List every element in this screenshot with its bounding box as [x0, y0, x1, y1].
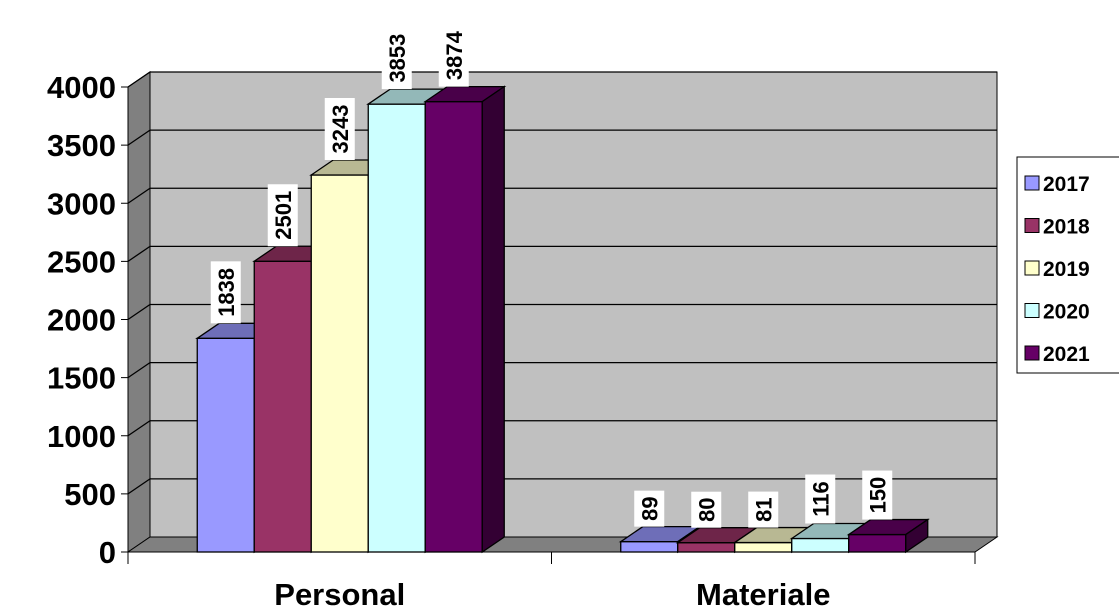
- data-label-text: 150: [865, 477, 890, 514]
- data-label: 3243: [324, 98, 355, 161]
- x-tick-label: Materiale: [696, 577, 830, 611]
- legend-label: 2021: [1043, 343, 1090, 366]
- data-label-text: 89: [637, 496, 662, 520]
- y-tick-label: 2000: [47, 303, 116, 338]
- gridline: [127, 71, 997, 88]
- data-label-box: [267, 184, 298, 247]
- bar: [423, 85, 507, 554]
- y-tick-label: 1000: [47, 419, 116, 454]
- bar: [846, 518, 930, 554]
- data-label-text: 2501: [271, 191, 296, 240]
- bar-front: [620, 541, 679, 553]
- data-label-text: 3853: [385, 34, 410, 83]
- bar-front: [196, 337, 255, 553]
- data-label: 3874: [438, 24, 469, 87]
- gridlines: [127, 71, 997, 495]
- gridline: [127, 303, 997, 321]
- axes: 0 500 1000 1500 2000 2500 3000 3500 4000 Personal…: [47, 70, 976, 611]
- bar-front: [791, 537, 850, 553]
- legend-swatch: [1024, 260, 1040, 276]
- legend-swatch: [1024, 345, 1040, 361]
- data-label-box: [748, 491, 779, 528]
- gridline: [127, 129, 997, 146]
- data-label: 150: [862, 470, 893, 520]
- y-tick-label: 3500: [47, 128, 116, 163]
- bar-front: [677, 542, 736, 553]
- data-label: 81: [748, 491, 779, 528]
- data-label: 3853: [381, 27, 412, 90]
- data-label-text: 81: [751, 497, 776, 521]
- legend-label: 2020: [1043, 301, 1090, 324]
- bar-front: [734, 541, 793, 553]
- data-label-box: [381, 27, 412, 90]
- data-label-text: 116: [808, 481, 833, 517]
- y-tick-label: 2500: [47, 244, 116, 279]
- data-label: 80: [691, 491, 722, 528]
- data-labels: 1838 2501 3243 3853 3874 89 80 81 116 150: [210, 24, 893, 528]
- legend-label: 2019: [1043, 258, 1090, 281]
- legend-swatch: [1024, 175, 1040, 191]
- y-tick-label: 0: [99, 535, 116, 570]
- legend-swatch: [1024, 218, 1040, 233]
- data-label-box: [324, 98, 355, 161]
- legend-label: 2017: [1043, 173, 1090, 196]
- data-label-text: 3874: [442, 30, 467, 80]
- y-tick-label: 4000: [47, 70, 116, 105]
- gridline: [127, 245, 997, 262]
- legend-label: 2018: [1043, 216, 1090, 239]
- gridline: [127, 478, 997, 495]
- gridline: [127, 187, 997, 204]
- data-label-box: [862, 470, 893, 520]
- bar-front: [253, 260, 312, 553]
- y-tick-label: 1500: [47, 361, 116, 396]
- bar-front: [848, 533, 907, 553]
- bar-side: [481, 85, 505, 554]
- gridline: [127, 420, 997, 437]
- data-label-text: 3243: [328, 105, 353, 154]
- data-label-box: [691, 491, 722, 528]
- x-tick-label: Personal: [274, 577, 405, 611]
- bar-front: [424, 100, 483, 553]
- data-label-box: [210, 261, 241, 324]
- gridline: [127, 361, 997, 379]
- y-tick-label: 3000: [47, 186, 116, 221]
- data-label: 2501: [267, 184, 298, 247]
- legend-swatch: [1024, 303, 1040, 318]
- bars: [195, 85, 930, 554]
- data-label-text: 80: [694, 497, 719, 521]
- bar-front: [310, 174, 369, 553]
- data-label-box: [634, 490, 665, 527]
- data-label: 116: [805, 474, 836, 524]
- data-label-box: [805, 474, 836, 524]
- bar-side: [905, 518, 929, 554]
- bar-front: [367, 103, 426, 553]
- y-tick-label: 500: [64, 477, 116, 512]
- data-label-box: [438, 24, 469, 87]
- data-label-text: 1838: [214, 268, 239, 317]
- legend: 2017 2018 2019 2020 2021: [1016, 156, 1119, 374]
- data-label: 1838: [210, 261, 241, 324]
- data-label: 89: [634, 490, 665, 527]
